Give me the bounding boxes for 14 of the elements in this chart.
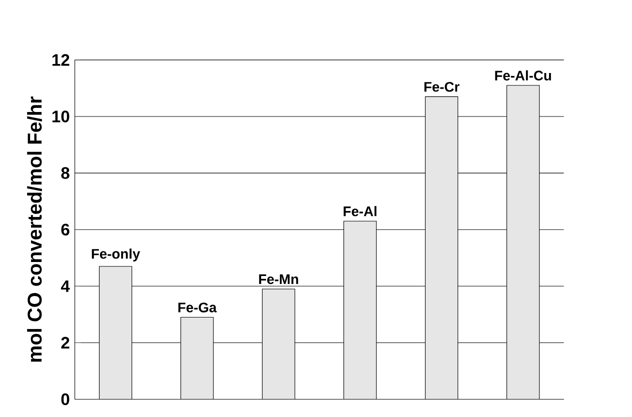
- y-tick-label: 12: [52, 54, 70, 66]
- y-tick-label: 10: [52, 110, 70, 122]
- y-tick-label: 8: [61, 167, 70, 179]
- y-tick-label: 0: [61, 393, 70, 406]
- x-tick-label: Fe-only: [92, 248, 140, 262]
- y-tick-label: 2: [61, 336, 70, 349]
- x-tick-label: Fe-Al-Cu: [495, 70, 551, 80]
- x-tick-label: Fe-Ga: [178, 302, 217, 312]
- x-tick-label: Fe-Cr: [424, 82, 460, 92]
- y-tick-label: 6: [61, 224, 70, 236]
- x-tick-label: Fe-Al: [344, 206, 376, 216]
- y-axis-title: mol CO converted/mol Fe/hr: [27, 96, 42, 362]
- x-tick-label: Fe-Mn: [259, 274, 298, 284]
- y-tick-label: 4: [60, 280, 70, 292]
